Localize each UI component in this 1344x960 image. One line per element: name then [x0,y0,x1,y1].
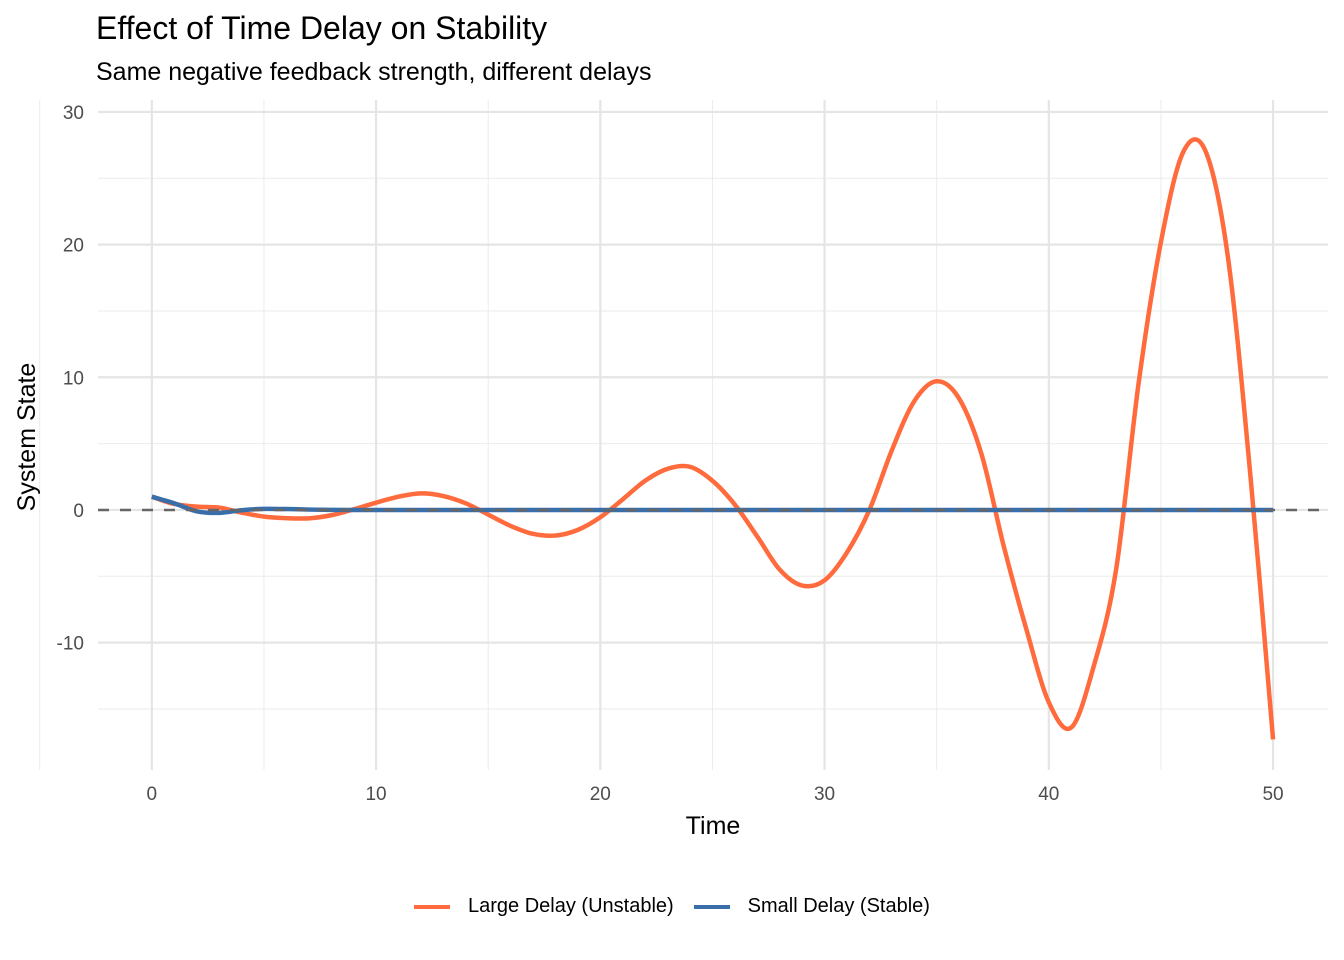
chart-subtitle: Same negative feedback strength, differe… [96,58,652,86]
series-lines [98,137,1328,740]
x-tick-label: 50 [1262,784,1283,805]
x-axis-label: Time [686,812,741,840]
x-tick-label: 40 [1038,784,1059,805]
y-axis-label: System State [13,363,41,512]
x-tick-label: 0 [147,784,158,805]
y-tick-label: 30 [63,103,84,124]
legend-item-large-delay: Large Delay (Unstable) [414,895,674,918]
legend-label: Small Delay (Stable) [747,895,930,917]
y-tick-label: -10 [57,634,84,655]
legend-key-large-delay [414,904,451,909]
series-line-small-delay [151,494,1274,516]
legend-item-small-delay: Small Delay (Stable) [693,895,930,918]
y-tick-label: 20 [63,236,84,257]
legend-key-small-delay [693,904,730,909]
y-tick-label: 10 [63,368,84,389]
legend: Large Delay (Unstable) Small Delay (Stab… [0,895,1344,918]
chart-title: Effect of Time Delay on Stability [96,10,548,46]
x-tick-label: 20 [590,784,611,805]
gridlines [39,100,1328,770]
x-tick-label: 30 [814,784,835,805]
y-tick-label: 0 [73,501,84,522]
tick-labels: 0 10 20 30 40 50 -10 0 10 20 30 [57,103,1284,805]
x-tick-label: 10 [365,784,386,805]
legend-label: Large Delay (Unstable) [468,895,674,917]
